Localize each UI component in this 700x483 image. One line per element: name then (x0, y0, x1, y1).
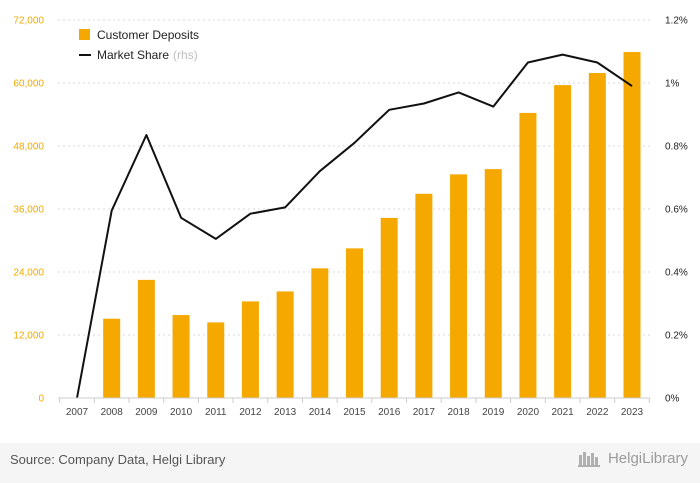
footer: Source: Company Data, Helgi Library Helg… (0, 443, 700, 483)
bar-2012 (241, 301, 259, 398)
left-tick-label: 36,000 (13, 205, 44, 216)
bar-2022 (588, 73, 606, 399)
x-axis-ticks: 2007 2008 2009 2010 2011 2012 2013 2014 2015 2016… (59, 398, 650, 418)
x-tick-label: 2017 (413, 407, 436, 418)
left-tick-label: 24,000 (13, 268, 44, 279)
bar-2010 (172, 315, 190, 398)
market-share-polyline (76, 53, 633, 399)
bar-2021 (554, 85, 572, 398)
left-tick-label: 48,000 (13, 142, 44, 153)
left-tick-label: 12,000 (13, 331, 44, 342)
x-tick-label: 2011 (205, 407, 227, 418)
bar-2018 (450, 174, 468, 398)
left-tick-label: 60,000 (13, 79, 44, 90)
x-tick-label: 2013 (274, 407, 297, 418)
x-tick-label: 2016 (378, 407, 401, 418)
bar-2015 (346, 248, 363, 398)
right-axis-ticks: 0% 0.2% 0.4% 0.6% 0.8% 1% 1.2% (665, 16, 688, 405)
x-tick-label: 2015 (343, 407, 366, 418)
x-tick-label: 2008 (101, 407, 124, 418)
library-logo-icon (577, 452, 600, 467)
right-tick-label: 0.2% (665, 331, 688, 342)
x-tick-label: 2019 (482, 407, 505, 418)
helgi-library-logo: HelgiLibrary (577, 449, 688, 467)
bar-2019 (484, 169, 502, 398)
left-axis-ticks: 0 12,000 24,000 36,000 48,000 60,000 72,000 (13, 16, 44, 405)
legend-label-deposits: Customer Deposits (97, 28, 199, 42)
right-tick-label: 0.8% (665, 142, 688, 153)
bar-2017 (415, 193, 433, 398)
logo-text: HelgiLibrary (607, 449, 688, 467)
x-tick-label: 2007 (66, 407, 89, 418)
bar-2020 (519, 112, 537, 399)
x-tick-label: 2009 (135, 407, 158, 418)
left-tick-label: 72,000 (13, 16, 44, 27)
x-tick-label: 2018 (447, 407, 470, 418)
right-tick-label: 0.4% (665, 268, 688, 279)
bar-2011 (207, 322, 225, 398)
x-tick-label: 2012 (239, 407, 262, 418)
right-tick-label: 1% (665, 79, 680, 90)
legend-label-market-share: Market Share (rhs) (97, 48, 198, 62)
bar-2023 (623, 52, 641, 399)
x-tick-label: 2020 (517, 407, 540, 418)
source-note: Source: Company Data, Helgi Library (10, 452, 226, 467)
bar-2009 (137, 279, 155, 398)
bar-2013 (276, 291, 294, 398)
right-tick-label: 1.2% (665, 16, 688, 27)
legend-swatch-deposits (79, 29, 90, 40)
deposit-bars (103, 52, 641, 399)
x-tick-label: 2010 (170, 407, 193, 418)
x-tick-label: 2021 (552, 407, 575, 418)
market-share-line (76, 53, 633, 399)
right-tick-label: 0% (665, 394, 680, 405)
x-tick-label: 2022 (586, 407, 609, 418)
x-tick-label: 2023 (621, 407, 644, 418)
bar-2016 (380, 217, 398, 398)
bar-2008 (103, 318, 121, 398)
chart: 0 12,000 24,000 36,000 48,000 60,000 72,000 0%… (13, 16, 688, 419)
right-tick-label: 0.6% (665, 205, 688, 216)
x-tick-label: 2014 (309, 407, 332, 418)
legend: Customer Deposits Market Share (rhs) (79, 28, 199, 62)
bar-2014 (311, 268, 329, 398)
left-tick-label: 0 (38, 394, 44, 405)
